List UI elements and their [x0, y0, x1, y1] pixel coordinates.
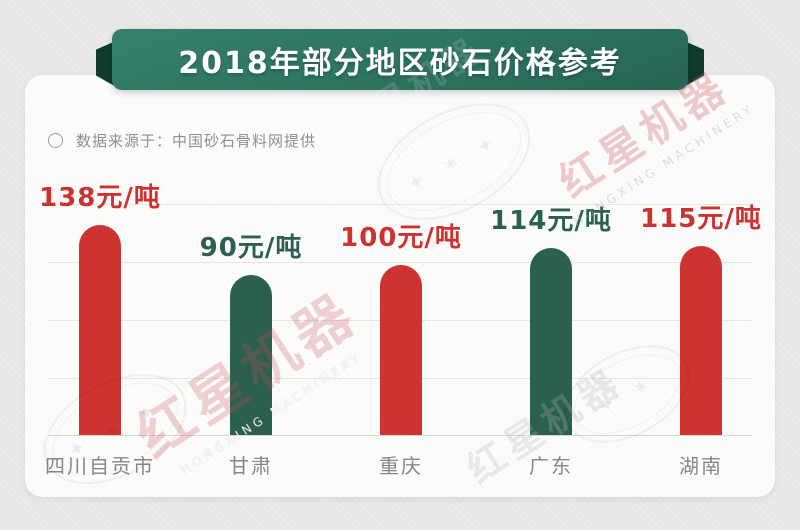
bar: [230, 275, 272, 435]
circle-bullet-icon: [48, 133, 63, 148]
title-ribbon: 2018年部分地区砂石价格参考: [112, 29, 688, 90]
page-title: 2018年部分地区砂石价格参考: [178, 45, 622, 81]
baseline: [48, 435, 752, 436]
bar: [680, 246, 722, 435]
bar-column-2: 90元/吨: [176, 227, 326, 435]
bar-column-3: 100元/吨: [326, 217, 476, 435]
bar-value-label: 100元/吨: [340, 223, 462, 253]
category-label: 重庆: [379, 454, 423, 478]
bar-value-label: 90元/吨: [199, 233, 303, 263]
bar: [380, 265, 422, 435]
bar-column-4: 114元/吨: [476, 200, 626, 435]
gridline: [48, 262, 752, 263]
bar-value-label: 115元/吨: [640, 204, 762, 234]
category-label: 广东: [529, 454, 573, 478]
bar-column-5: 115元/吨: [626, 198, 776, 435]
bar: [79, 225, 121, 435]
data-source-row: 数据来源于：中国砂石骨料网提供: [48, 130, 316, 151]
gridline: [48, 204, 752, 205]
bar-value-label: 114元/吨: [490, 206, 612, 236]
data-source-text: 数据来源于：中国砂石骨料网提供: [76, 132, 317, 150]
bar-column-1: 138元/吨: [25, 177, 175, 435]
category-label: 湖南: [679, 454, 723, 478]
bar: [530, 248, 572, 435]
bar-value-label: 138元/吨: [39, 183, 161, 213]
category-label: 甘肃: [229, 454, 273, 478]
category-label: 四川自贡市: [45, 454, 155, 478]
